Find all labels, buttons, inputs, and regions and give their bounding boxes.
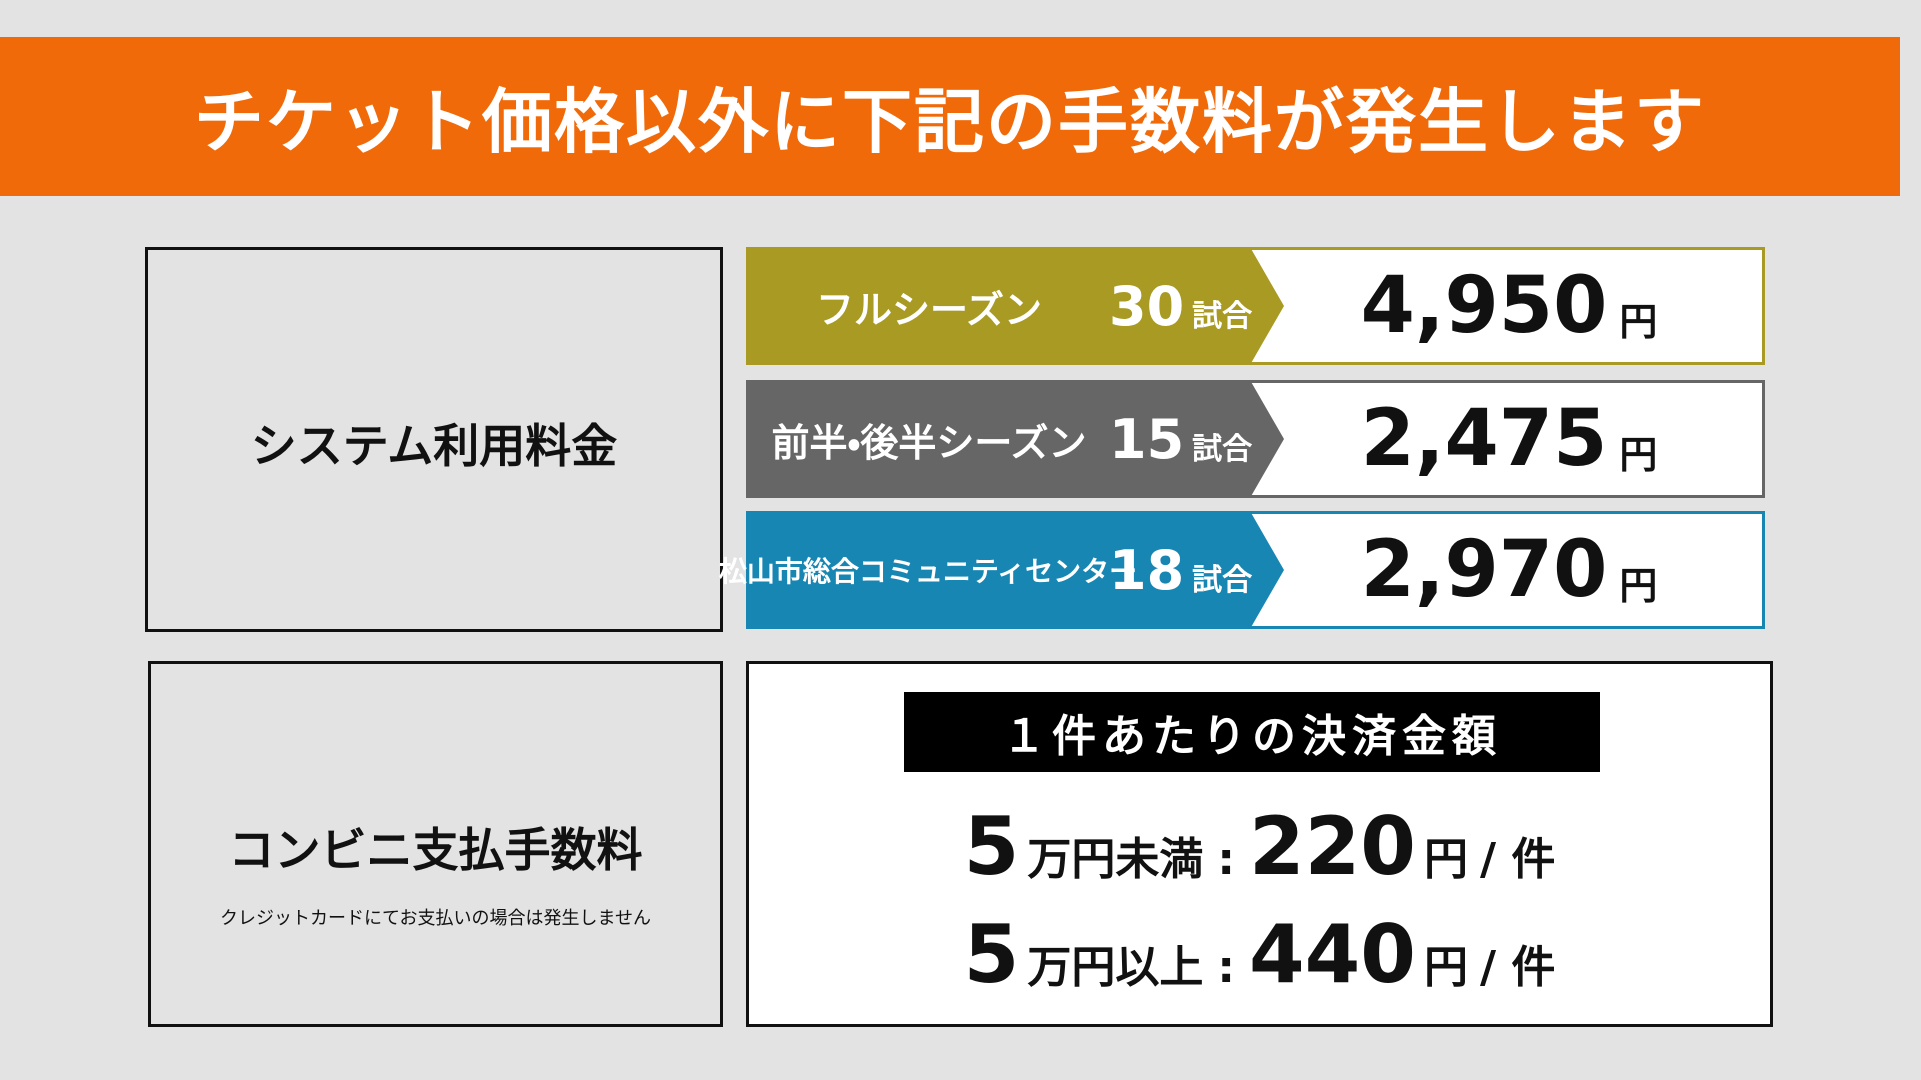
price: 2,970 <box>1360 525 1608 615</box>
games-unit: 試合 <box>1192 563 1253 598</box>
tier-per: / 件 <box>1479 834 1556 885</box>
convenience-fee-label: コンビニ支払手数料 <box>228 823 643 877</box>
plan-arrow-shape <box>746 380 1284 498</box>
header-bar: チケット価格以外に下記の手数料が発生します <box>0 37 1900 196</box>
price-unit: 円 <box>1619 432 1658 477</box>
tier-separator: : <box>1217 834 1235 885</box>
plan-games: 15 試合 <box>1109 383 1252 495</box>
plan-name: フルシーズン <box>815 287 1043 332</box>
price-unit: 円 <box>1619 299 1658 344</box>
plan-name: 松山市総合コミュニティセンター <box>718 555 1138 588</box>
plan-games: 30 試合 <box>1109 250 1252 362</box>
plan-row: 前半・後半シーズン 15 試合 2,475 円 <box>746 380 1765 498</box>
plan-arrow-shape <box>746 247 1284 365</box>
detail-heading: １件あたりの決済金額 <box>904 692 1600 772</box>
tier-fee-unit: 円 <box>1423 942 1468 993</box>
price: 2,475 <box>1360 394 1608 484</box>
plan-row: 松山市総合コミュニティセンター 18 試合 2,970 円 <box>718 511 1765 629</box>
plan-name: 前半・後半シーズン <box>771 420 1087 465</box>
games-unit: 試合 <box>1192 432 1253 467</box>
tier-row: 5 万円未満:220 円 / 件 <box>746 800 1773 893</box>
tier-per: / 件 <box>1479 942 1556 993</box>
plan-arrow <box>746 380 1284 498</box>
tier-row: 5 万円以上:440 円 / 件 <box>746 908 1773 1001</box>
plan-games: 18 試合 <box>1109 514 1252 626</box>
tier-fee-unit: 円 <box>1423 834 1468 885</box>
tier-amount: 5 <box>963 908 1020 1001</box>
tier-separator: : <box>1217 942 1235 993</box>
plan-price: 4,950 円 <box>1269 250 1749 362</box>
plan-arrow <box>746 511 1284 629</box>
plan-arrow <box>746 247 1284 365</box>
system-fee-box: システム利用料金 <box>145 247 723 632</box>
plan-row: フルシーズン 30 試合 4,950 円 <box>746 247 1765 365</box>
price: 4,950 <box>1360 261 1608 351</box>
tier-amount: 5 <box>963 800 1020 893</box>
games-unit: 試合 <box>1192 299 1253 334</box>
games-count: 30 <box>1109 274 1185 338</box>
tier-condition: 万円未満 <box>1027 834 1204 885</box>
plan-price: 2,970 円 <box>1269 514 1749 626</box>
system-fee-label: システム利用料金 <box>250 419 618 473</box>
price-unit: 円 <box>1619 563 1658 608</box>
tier-condition: 万円以上 <box>1027 942 1204 993</box>
tier-fee: 220 <box>1248 800 1416 893</box>
convenience-fee-box: コンビニ支払手数料 クレジットカードにてお支払いの場合は発生しません <box>148 661 723 1027</box>
games-count: 18 <box>1109 538 1185 602</box>
tier-fee: 440 <box>1248 908 1416 1001</box>
plan-price: 2,475 円 <box>1269 383 1749 495</box>
convenience-fee-note: クレジットカードにてお支払いの場合は発生しません <box>220 908 651 929</box>
title: チケット価格以外に下記の手数料が発生します <box>194 81 1706 163</box>
games-count: 15 <box>1109 407 1185 471</box>
plan-arrow-shape <box>746 511 1284 629</box>
